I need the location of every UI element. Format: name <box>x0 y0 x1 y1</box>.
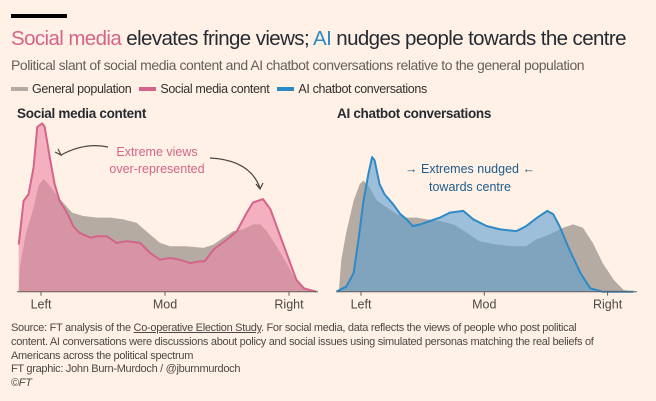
copyright: ©FT <box>11 377 32 390</box>
footer: Source: FT analysis of the Co-operative … <box>11 322 594 391</box>
legend-swatch <box>277 87 295 91</box>
source-line: Source: FT analysis of the Co-operative … <box>11 322 594 336</box>
source-line-2: content. AI conversations were discussio… <box>11 335 594 348</box>
x-tick-label: Left <box>31 298 52 312</box>
legend-swatch <box>139 87 157 91</box>
arrow-left-icon <box>60 145 109 156</box>
annotation-line1: Extreme views <box>116 145 197 159</box>
series-area-1 <box>336 157 634 292</box>
annotation-line1: → Extremes nudged ← <box>405 162 535 176</box>
social-media-chart: Left Mod Right Extreme views over-represen… <box>17 122 318 312</box>
annotation-line2: over-represented <box>109 162 204 176</box>
legend-label: General population <box>32 82 132 96</box>
source-line-3: Americans across the political spectrum <box>11 349 194 362</box>
legend-item-social: Social media content <box>139 82 270 96</box>
arrow-left-icon: ← <box>519 162 535 176</box>
annotation-line2: towards centre <box>429 180 511 194</box>
legend-item-ai: AI chatbot conversations <box>277 82 427 96</box>
x-tick-label: Mod <box>472 298 496 312</box>
legend-swatch <box>11 87 28 91</box>
arrowhead-left-icon <box>54 148 63 157</box>
series-line <box>335 156 634 293</box>
legend: General population Social media content … <box>11 82 427 96</box>
annotation-text: Extremes nudged <box>421 162 519 176</box>
series-line <box>17 122 317 293</box>
ft-top-bar <box>11 14 67 18</box>
chart-subtitle: Political slant of social media content … <box>11 57 585 73</box>
legend-item-general: General population <box>11 82 132 96</box>
x-tick-label: Mod <box>153 298 177 312</box>
series-area-0 <box>18 123 317 292</box>
ai-chatbot-chart: Left Mod Right → Extremes nudged ← towards… <box>335 156 637 312</box>
legend-label: AI chatbot conversations <box>298 82 427 96</box>
credit: FT graphic: John Burn-Murdoch / @jburnmu… <box>11 363 241 376</box>
chart-title: Social media elevates fringe views; AI n… <box>11 27 627 51</box>
legend-label: Social media content <box>160 82 270 96</box>
panel-title-ai: AI chatbot conversations <box>337 106 492 121</box>
source-text: . For social media, data reflects the vi… <box>260 322 577 334</box>
source-link[interactable]: Co-operative Election Study <box>133 322 262 334</box>
x-tick-label: Left <box>351 298 372 312</box>
arrow-right-icon: → <box>405 162 421 176</box>
arrow-right-icon <box>209 157 261 189</box>
arrowhead-right-icon <box>255 182 264 191</box>
x-tick-label: Right <box>274 298 304 312</box>
title-text-1: elevates fringe views; <box>121 27 314 50</box>
title-ai: AI <box>313 27 332 50</box>
title-social-media: Social media <box>11 27 122 50</box>
source-prefix: Source: FT analysis of the <box>11 322 134 334</box>
panel-title-social: Social media content <box>17 106 147 121</box>
title-text-2: nudges people towards the centre <box>331 27 626 50</box>
x-tick-label: Right <box>593 298 623 312</box>
